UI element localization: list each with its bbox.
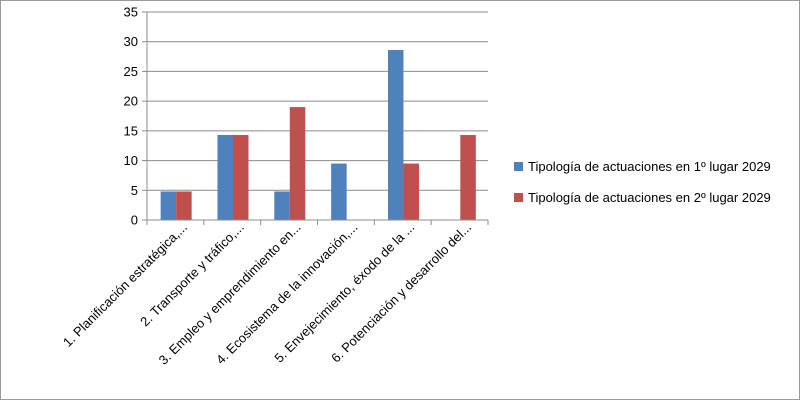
y-tick-label: 20 bbox=[124, 94, 138, 109]
legend-item-series-2: Tipología de actuaciones en 2º lugar 202… bbox=[514, 189, 794, 207]
bar-series-1-cat-2 bbox=[217, 135, 233, 220]
bar-series-2-cat-6 bbox=[460, 135, 476, 220]
y-tick-label: 30 bbox=[124, 34, 138, 49]
bar-series-1-cat-3 bbox=[274, 191, 290, 220]
bar-series-2-cat-1 bbox=[176, 191, 192, 220]
y-tick-label: 5 bbox=[131, 183, 138, 198]
y-tick-label: 15 bbox=[124, 123, 138, 138]
y-tick-label: 10 bbox=[124, 153, 138, 168]
bar-series-2-cat-2 bbox=[232, 135, 249, 220]
legend-label-series-1: Tipología de actuaciones en 1º lugar 202… bbox=[528, 159, 771, 174]
legend: Tipología de actuaciones en 1º lugar 202… bbox=[514, 158, 794, 220]
bar-series-1-cat-4 bbox=[331, 163, 347, 220]
bar-series-2-cat-5 bbox=[403, 163, 419, 220]
x-category-label: 2. Transporte y tráfico,... bbox=[137, 220, 247, 330]
gridlines bbox=[147, 11, 488, 191]
x-category-labels: 1. Planificación estratégica,...2. Trans… bbox=[60, 220, 474, 368]
bars bbox=[160, 50, 476, 220]
y-tick-label: 25 bbox=[124, 64, 138, 79]
legend-item-series-1: Tipología de actuaciones en 1º lugar 202… bbox=[514, 158, 794, 176]
axes bbox=[142, 11, 489, 225]
bar-series-1-cat-1 bbox=[160, 191, 177, 220]
bar-series-1-cat-5 bbox=[387, 50, 404, 220]
y-tick-labels: 0 5 10 15 20 25 30 35 bbox=[124, 5, 138, 228]
legend-swatch-series-1 bbox=[514, 162, 523, 171]
bar-series-2-cat-3 bbox=[289, 107, 306, 220]
legend-label-series-2: Tipología de actuaciones en 2º lugar 202… bbox=[528, 190, 771, 205]
legend-swatch-series-2 bbox=[514, 193, 523, 202]
y-tick-label: 35 bbox=[124, 5, 138, 20]
y-tick-label: 0 bbox=[131, 213, 138, 228]
